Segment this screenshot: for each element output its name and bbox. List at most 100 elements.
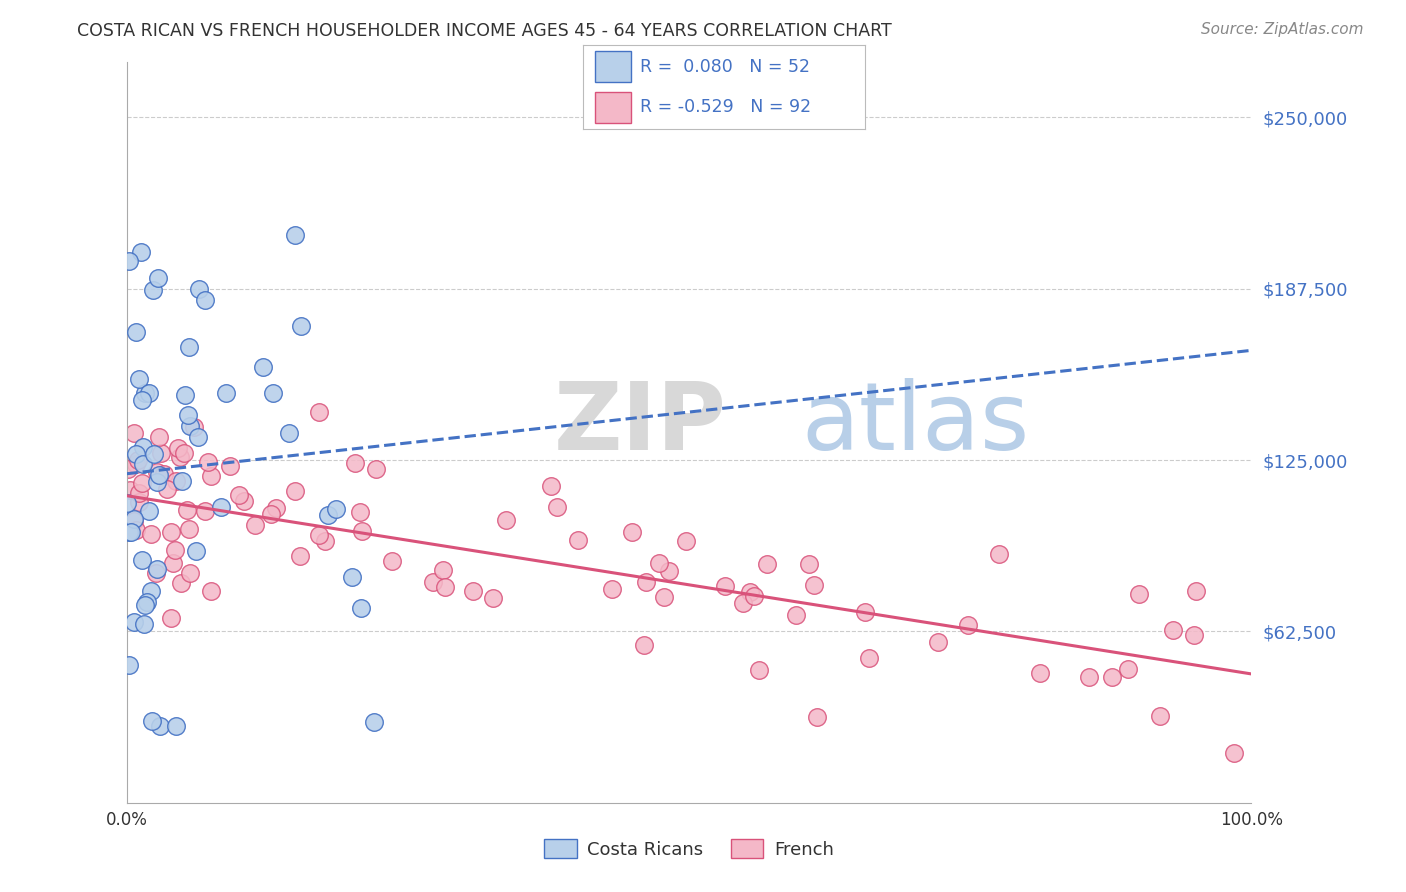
Point <box>174 388 197 402</box>
Point <box>308 405 330 419</box>
Point <box>308 528 330 542</box>
Point <box>200 468 222 483</box>
Point <box>262 385 284 400</box>
Point <box>118 524 141 539</box>
Point <box>1101 670 1123 684</box>
Point <box>170 576 193 591</box>
Point <box>927 634 949 648</box>
Point <box>125 523 148 537</box>
Point <box>434 580 457 594</box>
Point <box>127 453 149 467</box>
Point <box>118 253 141 268</box>
Text: R =  0.080   N = 52: R = 0.080 N = 52 <box>640 58 810 76</box>
Point <box>260 508 283 522</box>
Point <box>152 467 174 481</box>
Point <box>117 496 139 510</box>
Point <box>139 584 162 599</box>
Point <box>183 420 205 434</box>
Point <box>148 468 170 483</box>
Point <box>118 658 141 673</box>
Point <box>124 447 146 461</box>
Point <box>132 440 155 454</box>
Point <box>1029 665 1052 680</box>
Point <box>148 719 170 733</box>
Point <box>742 589 765 603</box>
Point <box>117 461 139 475</box>
Legend: Costa Ricans, French: Costa Ricans, French <box>536 830 842 868</box>
Point <box>179 566 201 580</box>
Point <box>118 483 141 497</box>
Point <box>145 566 167 580</box>
Point <box>803 578 825 592</box>
Point <box>350 600 373 615</box>
Point <box>620 525 643 540</box>
Text: atlas: atlas <box>801 378 1029 470</box>
Point <box>177 340 200 354</box>
Point <box>219 459 242 474</box>
Point <box>806 710 828 724</box>
Point <box>142 283 165 297</box>
Point <box>134 598 156 612</box>
Point <box>194 504 217 518</box>
Point <box>131 245 153 260</box>
Point <box>120 525 142 540</box>
Point <box>658 564 681 578</box>
Point <box>148 430 170 444</box>
Point <box>381 554 404 568</box>
Point <box>1223 747 1246 761</box>
Point <box>987 547 1010 561</box>
Point <box>209 500 232 514</box>
Point <box>633 639 655 653</box>
Point <box>252 360 274 375</box>
Point <box>284 483 307 498</box>
Point <box>187 430 209 444</box>
Point <box>290 549 312 564</box>
Point <box>232 494 254 508</box>
Point <box>364 462 387 476</box>
Point <box>146 475 169 489</box>
Point <box>146 270 169 285</box>
Point <box>284 227 307 242</box>
Point <box>748 663 770 677</box>
Point <box>463 583 485 598</box>
Point <box>349 505 371 519</box>
Point <box>162 556 184 570</box>
Point <box>194 293 217 307</box>
Text: ZIP: ZIP <box>554 378 727 470</box>
Point <box>134 385 156 400</box>
Point <box>797 557 820 571</box>
Point <box>731 596 754 610</box>
Point <box>290 319 312 334</box>
Point <box>131 392 153 407</box>
Point <box>215 386 238 401</box>
Text: Source: ZipAtlas.com: Source: ZipAtlas.com <box>1201 22 1364 37</box>
Point <box>135 594 157 608</box>
Point <box>122 514 145 528</box>
Point <box>652 590 675 604</box>
Point <box>314 533 336 548</box>
FancyBboxPatch shape <box>595 92 631 122</box>
Point <box>756 558 779 572</box>
Point <box>481 591 503 606</box>
Point <box>495 513 517 527</box>
Point <box>176 503 198 517</box>
Point <box>600 582 623 596</box>
Point <box>138 504 160 518</box>
Point <box>344 456 367 470</box>
Point <box>1182 628 1205 642</box>
Point <box>243 517 266 532</box>
Point <box>957 617 980 632</box>
Point <box>170 474 193 488</box>
Point <box>159 524 181 539</box>
Point <box>648 556 671 570</box>
Point <box>177 408 200 422</box>
Point <box>165 719 187 733</box>
Point <box>325 502 347 516</box>
Point <box>197 455 219 469</box>
Point <box>177 522 200 536</box>
Point <box>141 714 163 728</box>
Point <box>853 605 876 619</box>
Point <box>124 615 146 630</box>
Point <box>634 575 657 590</box>
Point <box>278 425 301 440</box>
